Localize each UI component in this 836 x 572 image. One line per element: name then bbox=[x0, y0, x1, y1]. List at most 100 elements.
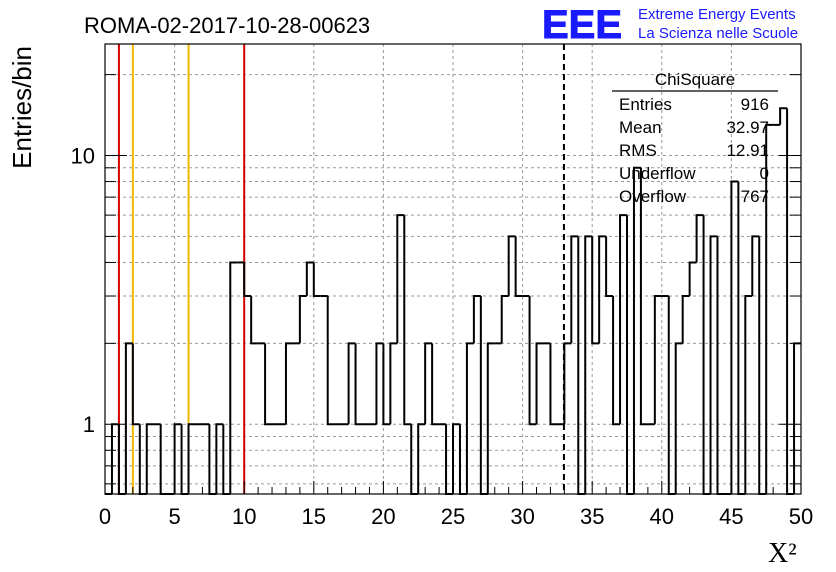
histogram-bin bbox=[612, 296, 621, 426]
x-tick-label: 50 bbox=[789, 504, 813, 529]
histogram-bin bbox=[570, 235, 579, 344]
histogram-bin bbox=[326, 296, 335, 426]
histogram-bin bbox=[598, 235, 607, 344]
stats-title: ChiSquare bbox=[655, 70, 735, 89]
histogram-bin bbox=[312, 262, 321, 298]
histogram-bin bbox=[284, 342, 293, 425]
stats-row-value: 0 bbox=[760, 164, 769, 183]
x-tick-label: 20 bbox=[371, 504, 395, 529]
histogram-bin bbox=[549, 343, 558, 426]
stats-row-label: RMS bbox=[619, 141, 657, 160]
stats-row-value: 767 bbox=[741, 187, 769, 206]
run-title: ROMA-02-2017-10-28-00623 bbox=[84, 13, 370, 38]
histogram-bin bbox=[465, 342, 474, 494]
reference-lines bbox=[117, 44, 565, 494]
histogram-bin bbox=[389, 342, 398, 425]
histogram-bin bbox=[702, 215, 711, 495]
histogram-bin bbox=[632, 166, 641, 494]
stats-row-value: 916 bbox=[741, 95, 769, 114]
stats-box: ChiSquare Entries 916 Mean 32.97 RMS 12.91 Und… bbox=[612, 70, 778, 206]
histogram-bin bbox=[452, 423, 460, 494]
histogram-bin bbox=[765, 123, 774, 494]
histogram-bin bbox=[793, 342, 801, 494]
histogram-bin bbox=[674, 342, 683, 494]
histogram-bin bbox=[758, 236, 767, 495]
x-tick-label: 45 bbox=[719, 504, 743, 529]
histogram-bin bbox=[681, 295, 690, 344]
stats-row-label: Mean bbox=[619, 118, 662, 137]
histogram-bin bbox=[535, 342, 544, 425]
histogram-bin bbox=[563, 342, 572, 425]
histogram-bin bbox=[124, 342, 133, 494]
histogram-bin bbox=[751, 235, 760, 297]
y-axis-label: Entries/bin bbox=[7, 46, 37, 169]
x-tick-label: 0 bbox=[99, 504, 111, 529]
y-tick-label: 10 bbox=[71, 144, 95, 169]
x-tick-label: 15 bbox=[302, 504, 326, 529]
histogram-bin bbox=[173, 423, 182, 494]
histogram-bin bbox=[145, 423, 154, 494]
histogram-bin bbox=[584, 235, 593, 494]
histogram-bin bbox=[424, 342, 433, 425]
histogram-bin bbox=[577, 236, 586, 495]
histogram-bin bbox=[305, 261, 314, 297]
histogram-bin bbox=[639, 167, 648, 426]
x-axis-label: X² bbox=[768, 538, 797, 569]
x-tick-label: 5 bbox=[168, 504, 180, 529]
histogram-bin bbox=[500, 295, 509, 344]
histogram-bin bbox=[653, 295, 662, 425]
x-tick-label: 40 bbox=[650, 504, 674, 529]
histogram-bin bbox=[215, 423, 224, 494]
histogram-bin bbox=[507, 235, 516, 297]
eee-logo-mark: EEE bbox=[542, 3, 622, 47]
histogram-bin bbox=[382, 343, 391, 426]
histogram-bin bbox=[514, 236, 523, 298]
histogram-bin bbox=[243, 262, 252, 298]
histogram-bin bbox=[250, 296, 259, 345]
histogram-bin bbox=[264, 343, 273, 426]
histogram-bin bbox=[229, 261, 238, 494]
axis-ticks: 0 5 10 15 20 25 30 35 40 45 50 1 10 bbox=[71, 74, 813, 529]
histogram-bin bbox=[709, 235, 718, 494]
logo-line-1: Extreme Energy Events bbox=[638, 6, 796, 23]
histogram-bin bbox=[605, 236, 614, 298]
stats-row-label: Underflow bbox=[619, 164, 696, 183]
histogram-bin bbox=[619, 214, 627, 425]
stats-row-label: Entries bbox=[619, 95, 672, 114]
histogram-bin bbox=[688, 261, 697, 297]
x-tick-label: 25 bbox=[441, 504, 465, 529]
x-tick-label: 35 bbox=[580, 504, 604, 529]
histogram-bin bbox=[744, 295, 753, 494]
histogram-bin bbox=[431, 343, 440, 426]
histogram-bin bbox=[396, 214, 405, 344]
x-tick-label: 10 bbox=[232, 504, 256, 529]
histogram-bin bbox=[298, 295, 307, 344]
x-tick-label: 30 bbox=[510, 504, 534, 529]
histogram-bin bbox=[417, 423, 426, 494]
histogram-bin bbox=[472, 295, 481, 344]
y-tick-label: 1 bbox=[83, 412, 95, 437]
histogram-bin bbox=[403, 215, 412, 426]
histogram-bin bbox=[354, 343, 363, 426]
histogram-bin bbox=[591, 236, 600, 345]
stats-row-value: 32.97 bbox=[726, 118, 769, 137]
histogram-bin bbox=[528, 296, 537, 426]
stats-row-label: Overflow bbox=[619, 187, 687, 206]
histogram-bin bbox=[486, 342, 495, 494]
histogram-bin bbox=[479, 296, 488, 495]
histogram-bin bbox=[737, 181, 746, 495]
histogram-bin bbox=[695, 214, 704, 263]
logo-line-2: La Scienza nelle Scuole bbox=[638, 25, 798, 42]
histogram-bin bbox=[716, 236, 725, 495]
histogram-bin bbox=[730, 180, 739, 494]
histogram-bin bbox=[626, 215, 634, 495]
stats-row-value: 12.91 bbox=[726, 141, 769, 160]
histogram-bin bbox=[375, 342, 384, 425]
eee-logo: EEE Extreme Energy Events La Scienza nel… bbox=[542, 3, 799, 48]
histogram-bin bbox=[187, 423, 196, 494]
histogram-bin bbox=[667, 296, 676, 495]
histogram-bin bbox=[779, 107, 788, 125]
histogram-bin bbox=[347, 342, 356, 425]
histogram-bin bbox=[131, 343, 140, 426]
